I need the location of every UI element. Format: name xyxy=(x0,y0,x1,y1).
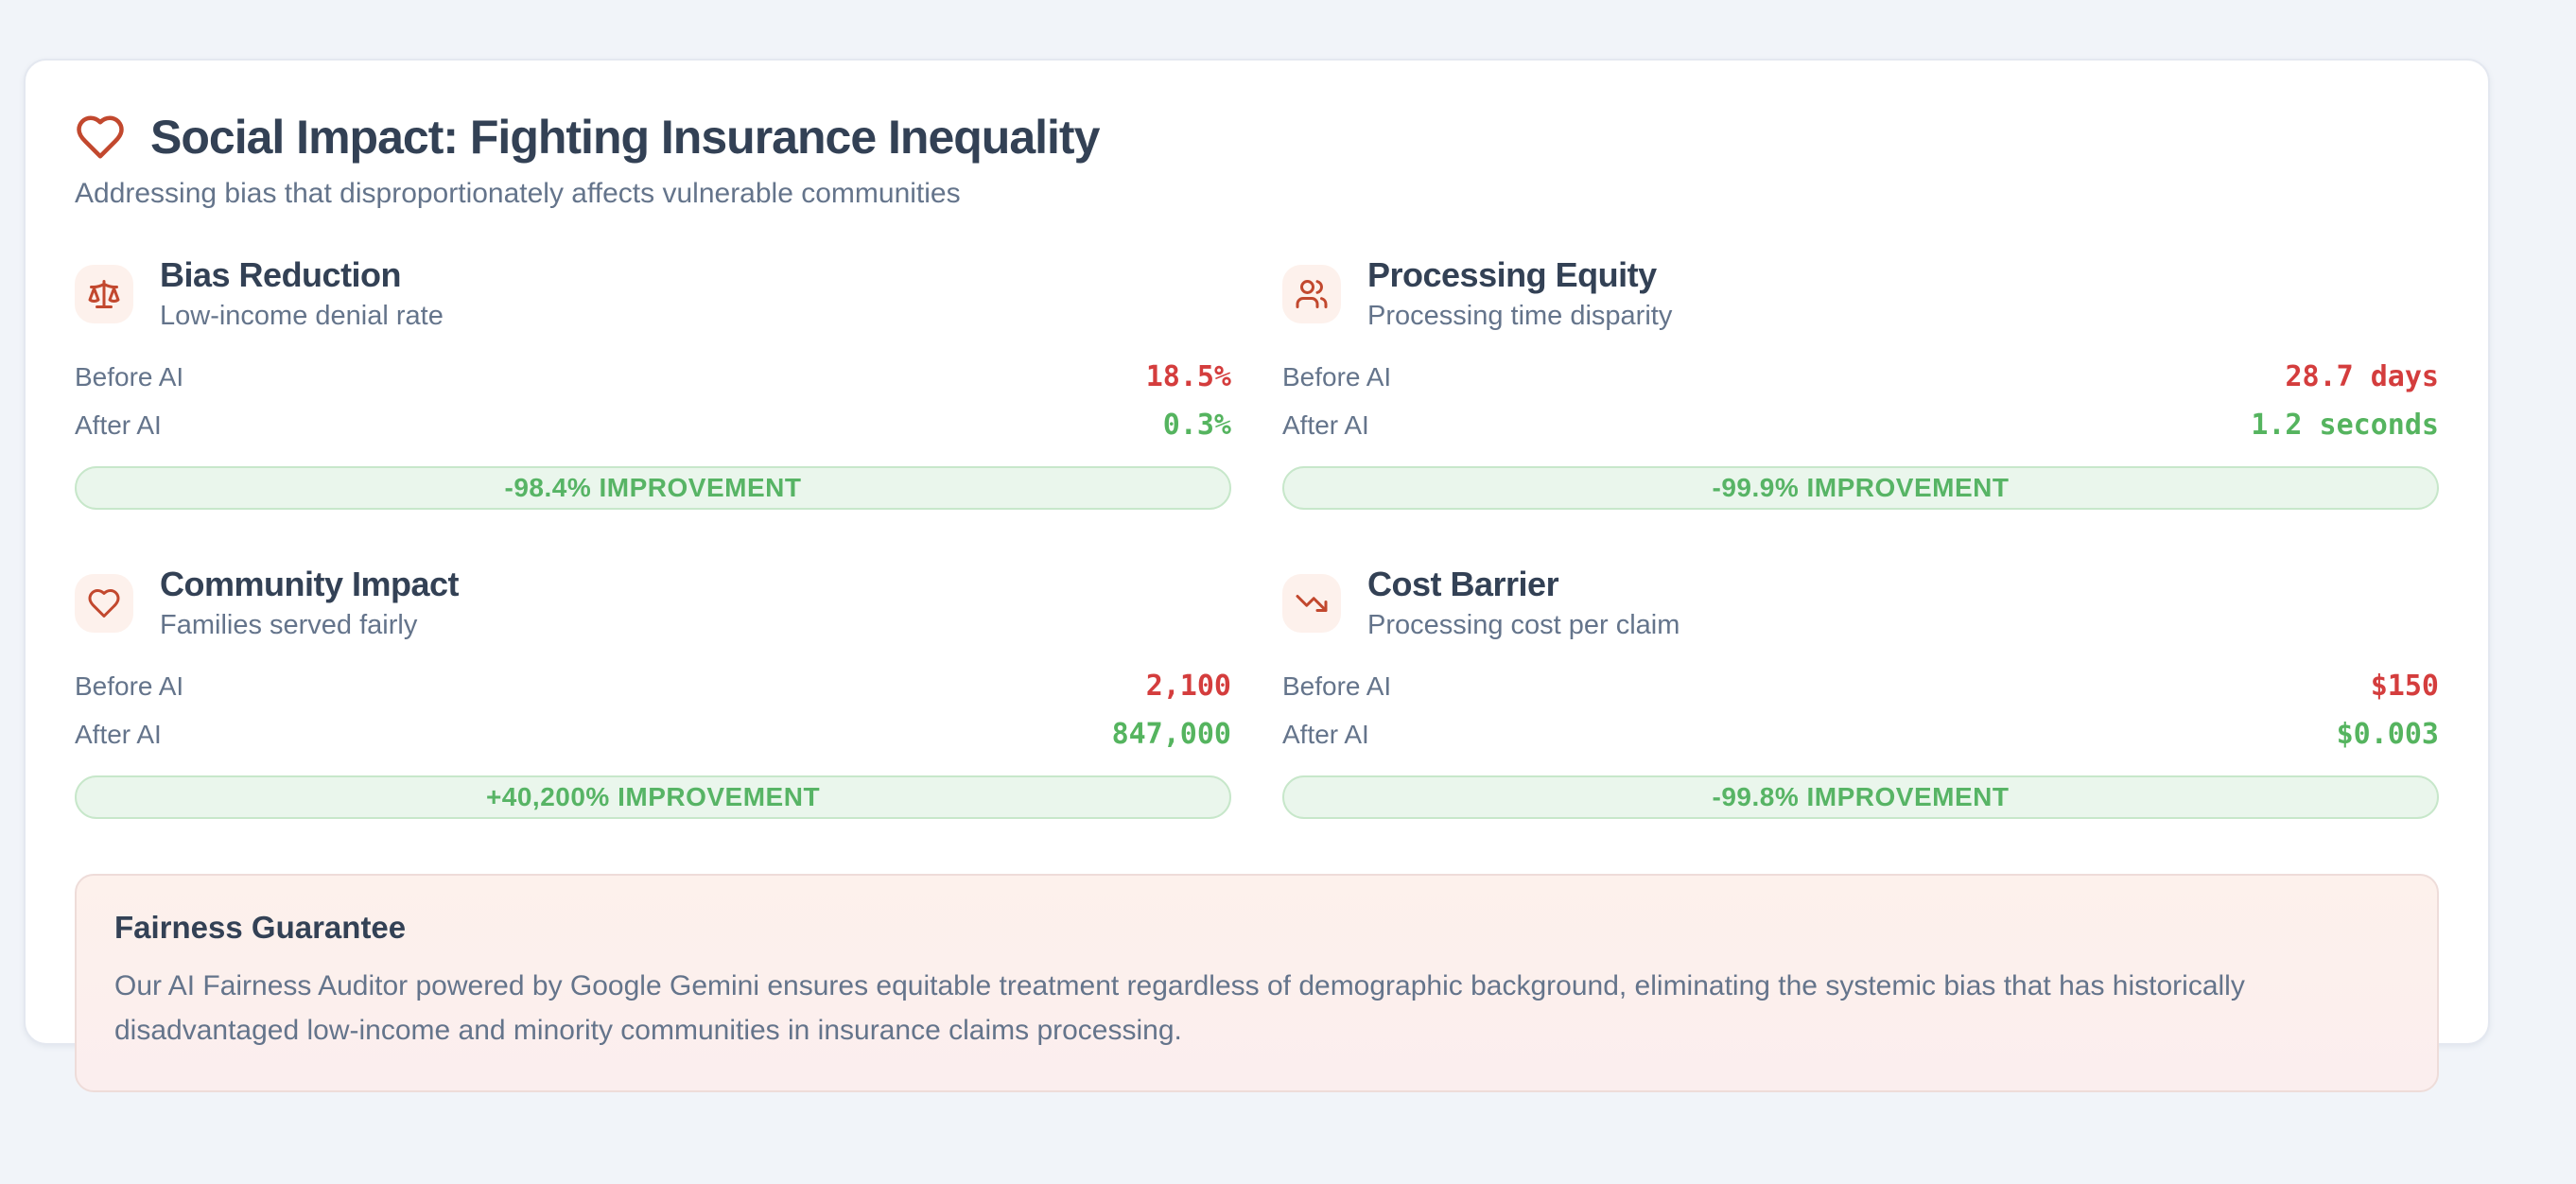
page-subtitle: Addressing bias that disproportionately … xyxy=(75,178,961,209)
fairness-body: Our AI Fairness Auditor powered by Googl… xyxy=(114,970,2245,1046)
metric-card-community-impact: Community Impact Families served fairly … xyxy=(75,565,1231,819)
before-row: Before AI 18.5% xyxy=(75,360,1231,393)
page-header: Social Impact: Fighting Insurance Inequa… xyxy=(75,110,2439,165)
after-row: After AI 1.2 seconds xyxy=(1282,409,2439,442)
metric-card-bias-reduction: Bias Reduction Low-income denial rate Be… xyxy=(75,255,1231,510)
metric-titles: Bias Reduction Low-income denial rate xyxy=(160,255,444,332)
scales-icon xyxy=(75,264,133,323)
after-row: After AI $0.003 xyxy=(1282,718,2439,751)
metric-subtitle: Families served fairly xyxy=(160,610,418,640)
metric-titles: Processing Equity Processing time dispar… xyxy=(1367,255,1672,332)
before-row: Before AI 28.7 days xyxy=(1282,360,2439,393)
fairness-guarantee-panel: Fairness Guarantee Our AI Fairness Audit… xyxy=(75,874,2439,1092)
after-row: After AI 0.3% xyxy=(75,409,1231,442)
after-value: 847,000 xyxy=(1111,718,1231,751)
improvement-badge: -99.8% IMPROVEMENT xyxy=(1282,775,2439,819)
after-label: After AI xyxy=(1282,720,1369,749)
improvement-badge: -99.9% IMPROVEMENT xyxy=(1282,466,2439,510)
metric-title: Processing Equity xyxy=(1367,255,1657,294)
heart-icon xyxy=(75,573,133,633)
metric-subtitle: Low-income denial rate xyxy=(160,301,444,331)
before-row: Before AI 2,100 xyxy=(75,670,1231,703)
before-label: Before AI xyxy=(75,671,184,701)
metric-header: Bias Reduction Low-income denial rate xyxy=(75,255,1231,332)
after-label: After AI xyxy=(75,410,162,440)
before-label: Before AI xyxy=(75,362,184,392)
improvement-badge: +40,200% IMPROVEMENT xyxy=(75,775,1231,819)
metric-card-cost-barrier: Cost Barrier Processing cost per claim B… xyxy=(1282,565,2439,819)
users-icon xyxy=(1282,264,1341,323)
before-label: Before AI xyxy=(1282,671,1392,701)
before-row: Before AI $150 xyxy=(1282,670,2439,703)
metric-header: Cost Barrier Processing cost per claim xyxy=(1282,565,2439,641)
social-impact-card: Social Impact: Fighting Insurance Inequa… xyxy=(24,59,2490,1092)
metric-subtitle: Processing time disparity xyxy=(1367,301,1673,331)
before-value: 2,100 xyxy=(1145,670,1231,703)
after-label: After AI xyxy=(75,720,162,749)
after-value: 1.2 seconds xyxy=(2251,409,2439,442)
metric-header: Community Impact Families served fairly xyxy=(75,565,1231,641)
before-value: $150 xyxy=(2370,670,2439,703)
before-value: 28.7 days xyxy=(2285,360,2439,393)
page-title: Social Impact: Fighting Insurance Inequa… xyxy=(150,111,1100,164)
metric-titles: Cost Barrier Processing cost per claim xyxy=(1367,565,1680,641)
metric-subtitle: Processing cost per claim xyxy=(1367,610,1680,640)
heart-icon xyxy=(75,112,126,163)
metric-titles: Community Impact Families served fairly xyxy=(160,565,460,641)
metric-title: Bias Reduction xyxy=(160,255,402,294)
after-value: 0.3% xyxy=(1162,409,1231,442)
after-value: $0.003 xyxy=(2336,718,2439,751)
metric-title: Community Impact xyxy=(160,565,460,603)
after-row: After AI 847,000 xyxy=(75,718,1231,751)
improvement-badge: -98.4% IMPROVEMENT xyxy=(75,466,1231,510)
metrics-grid: Bias Reduction Low-income denial rate Be… xyxy=(75,255,2439,819)
before-value: 18.5% xyxy=(1145,360,1231,393)
trending-down-icon xyxy=(1282,573,1341,633)
before-label: Before AI xyxy=(1282,362,1392,392)
after-label: After AI xyxy=(1282,410,1369,440)
fairness-title: Fairness Guarantee xyxy=(114,910,407,945)
metric-header: Processing Equity Processing time dispar… xyxy=(1282,255,2439,332)
metric-card-processing-equity: Processing Equity Processing time dispar… xyxy=(1282,255,2439,510)
metric-title: Cost Barrier xyxy=(1367,565,1559,603)
